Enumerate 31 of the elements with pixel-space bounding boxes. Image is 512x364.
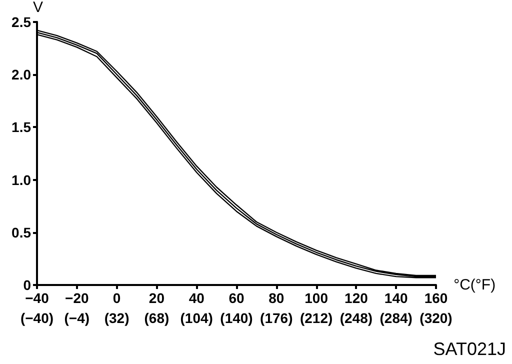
x2-tick-label: (32)	[104, 310, 130, 326]
x-axis-title: °C(°F)	[454, 276, 496, 294]
x2-tick-label: (140)	[220, 310, 253, 326]
x-tick-label: 0	[112, 290, 121, 306]
y-tick-label: 1.5	[12, 119, 32, 136]
x-tick-label: 80	[268, 290, 284, 306]
x2-tick-label: (−40)	[20, 310, 54, 326]
x-tick-label: 40	[188, 290, 205, 306]
x-tick-label: −40	[25, 290, 50, 306]
x2-tick-label: (−4)	[64, 310, 90, 326]
x2-tick-label: (284)	[380, 310, 412, 326]
y-tick-label: 0.5	[12, 224, 32, 240]
x2-tick-label: (68)	[144, 310, 170, 326]
y-tick-label: 2.0	[12, 66, 32, 83]
y-tick-label: 2.5	[12, 14, 32, 30]
x-tick-label: 60	[228, 290, 244, 306]
y-tick-label: 0	[23, 277, 32, 293]
y-tick-label: 1.0	[12, 172, 32, 188]
x2-tick-label: (176)	[260, 310, 293, 326]
x2-tick-label: (248)	[340, 310, 373, 326]
x-tick-label: 120	[344, 290, 368, 306]
text: SAT021J	[433, 339, 506, 359]
x-tick-label: 20	[148, 290, 165, 306]
x2-tick-label: (104)	[180, 310, 213, 326]
x-tick-label: 100	[304, 290, 328, 306]
x-tick-label: 160	[424, 290, 448, 306]
x-tick-label: −20	[65, 290, 89, 306]
y-axis-title: V	[33, 0, 44, 16]
x2-tick-label: (212)	[300, 310, 333, 326]
x2-tick-label: (320)	[420, 310, 452, 326]
x-tick-label: 140	[384, 290, 408, 306]
